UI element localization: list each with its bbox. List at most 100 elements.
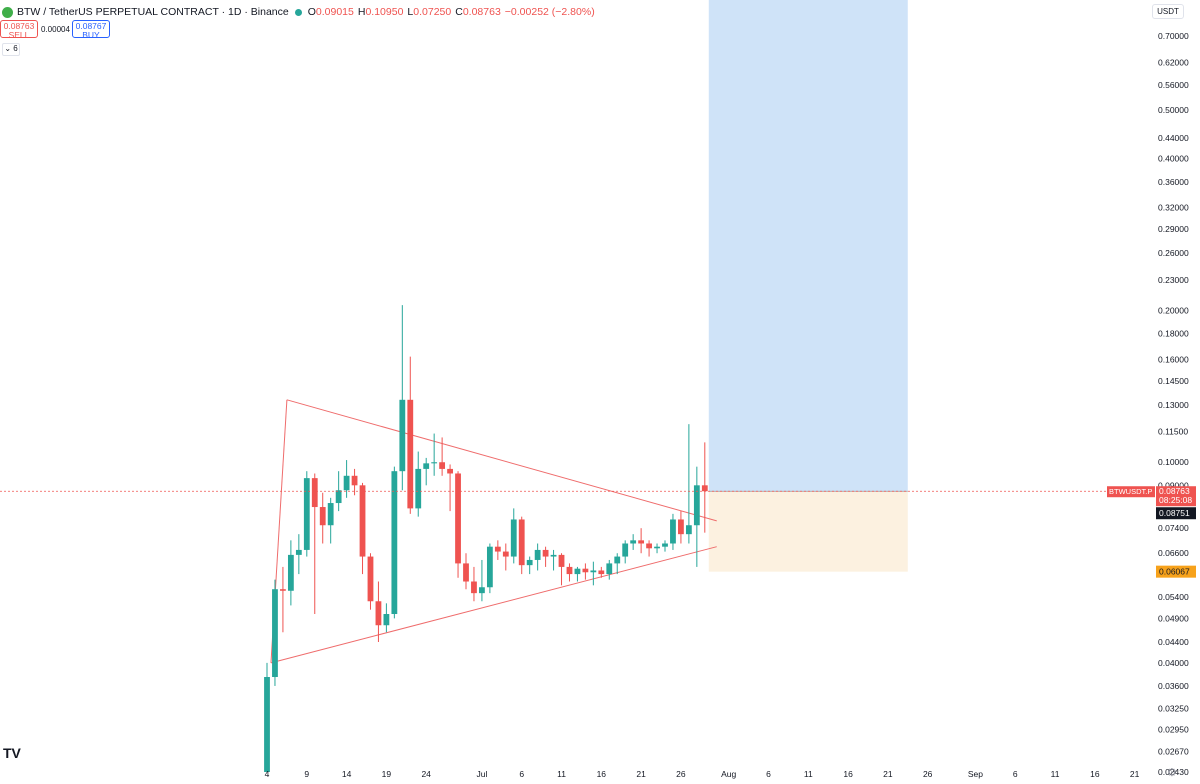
candle-body [685, 525, 692, 535]
price-axis-background [1150, 0, 1200, 784]
candle-body [510, 519, 517, 557]
y-tick-label: 0.07400 [1158, 523, 1189, 533]
time-axis[interactable]: 4 9 14 19 24 Jul 6 11 16 21 26 Aug 6 11 16 21 26 Sep 6 11 16… [265, 769, 1140, 779]
currency-button[interactable]: USDT [1152, 4, 1184, 19]
candle [343, 460, 350, 498]
sell-label: SELL [8, 29, 30, 40]
candle [287, 540, 294, 606]
candle-body [287, 554, 294, 591]
candle [486, 543, 493, 594]
indicator-toggle-button[interactable]: ⌄ 6 [2, 43, 20, 56]
candle-body [295, 549, 302, 555]
symbol-logo-icon [2, 6, 13, 18]
candle [391, 466, 398, 619]
low-label: L [407, 6, 414, 18]
tradingview-logo-icon[interactable]: TV [3, 745, 21, 761]
market-status-icon [294, 8, 302, 16]
candle-body [423, 463, 430, 469]
x-tick-label: 24 [421, 769, 431, 779]
y-tick-label: 0.40000 [1158, 154, 1189, 164]
high-label: H [357, 6, 366, 18]
sell-price: 0.08763 [3, 21, 35, 31]
candle-body [566, 566, 573, 575]
candle-body [534, 549, 541, 560]
candle [622, 540, 629, 564]
candle-body [383, 614, 390, 626]
price-axis[interactable]: 0.70000 0.62000 0.56000 0.50000 0.44000 0.400… [1150, 0, 1200, 784]
candle [558, 553, 565, 586]
candle [526, 556, 533, 575]
candle-body [542, 549, 549, 557]
candle-body [630, 540, 637, 544]
x-tick-label: 6 [519, 769, 524, 779]
sell-button[interactable]: 0.08763 SELL [0, 20, 38, 40]
y-tick-label: 0.13000 [1158, 400, 1189, 410]
y-tick-label: 0.05400 [1158, 592, 1189, 602]
x-tick-label: 21 [883, 769, 893, 779]
x-tick-label: 16 [1090, 769, 1100, 779]
candle-body [303, 478, 310, 550]
candle [280, 566, 286, 633]
candle [439, 437, 446, 476]
candle [295, 534, 302, 575]
candle [502, 543, 509, 571]
x-tick-label: 4 [265, 769, 270, 779]
candle-body [693, 485, 700, 526]
buy-button[interactable]: 0.08767 BUY [72, 20, 110, 39]
candle [518, 516, 525, 575]
entry-price-tag-bg [1156, 507, 1196, 520]
triangle-pattern[interactable] [270, 399, 717, 664]
candle-body [399, 399, 406, 472]
y-tick-label: 0.62000 [1158, 58, 1189, 68]
candle [582, 563, 589, 580]
candle-body [622, 543, 629, 557]
candle-body [670, 519, 676, 544]
candle-body [471, 581, 477, 594]
candle-body [654, 546, 660, 549]
candle-body [590, 570, 597, 573]
triangle-upper-line [286, 399, 717, 522]
long-position-zones[interactable] [708, 0, 908, 572]
candle-body [319, 507, 326, 526]
candle [367, 553, 374, 610]
close-label: C [455, 6, 463, 18]
candle [471, 566, 477, 602]
loss-zone [708, 491, 908, 572]
candle [359, 482, 366, 575]
candle [407, 356, 414, 514]
candle [542, 546, 549, 567]
candle-body [518, 519, 525, 566]
x-tick-label: Jul [476, 769, 487, 779]
candle-body [638, 540, 645, 544]
candle [264, 662, 270, 772]
candle-body [574, 568, 581, 575]
candle-body [558, 554, 565, 567]
spread-value: 0.00004 [41, 25, 70, 34]
y-tick-label: 0.56000 [1158, 80, 1189, 90]
y-tick-label: 0.04000 [1158, 658, 1189, 668]
x-tick-label: 26 [676, 769, 686, 779]
candle-body [272, 589, 278, 678]
stop-price-tag-bg [1156, 565, 1196, 578]
candle [590, 561, 597, 586]
x-tick-label: 16 [843, 769, 853, 779]
candle [638, 528, 645, 554]
candle-body [550, 554, 557, 557]
y-tick-label: 0.18000 [1158, 329, 1189, 339]
open-label: O [307, 6, 316, 18]
candle-body [701, 485, 708, 492]
candle [646, 540, 652, 557]
y-tick-label: 0.14500 [1158, 376, 1189, 386]
candle [272, 579, 278, 686]
candle [550, 549, 557, 571]
candle [614, 553, 621, 575]
candle-body [367, 556, 374, 602]
x-tick-label: 19 [382, 769, 392, 779]
settings-gear-icon[interactable]: ⚙ [1167, 767, 1177, 779]
y-tick-label: 0.02430 [1158, 767, 1189, 777]
symbol-title[interactable]: BTW / TetherUS PERPETUAL CONTRACT · 1D ·… [17, 6, 289, 18]
x-tick-label: 11 [1051, 769, 1060, 779]
y-tick-label: 0.06600 [1158, 548, 1189, 558]
candle [494, 540, 501, 560]
